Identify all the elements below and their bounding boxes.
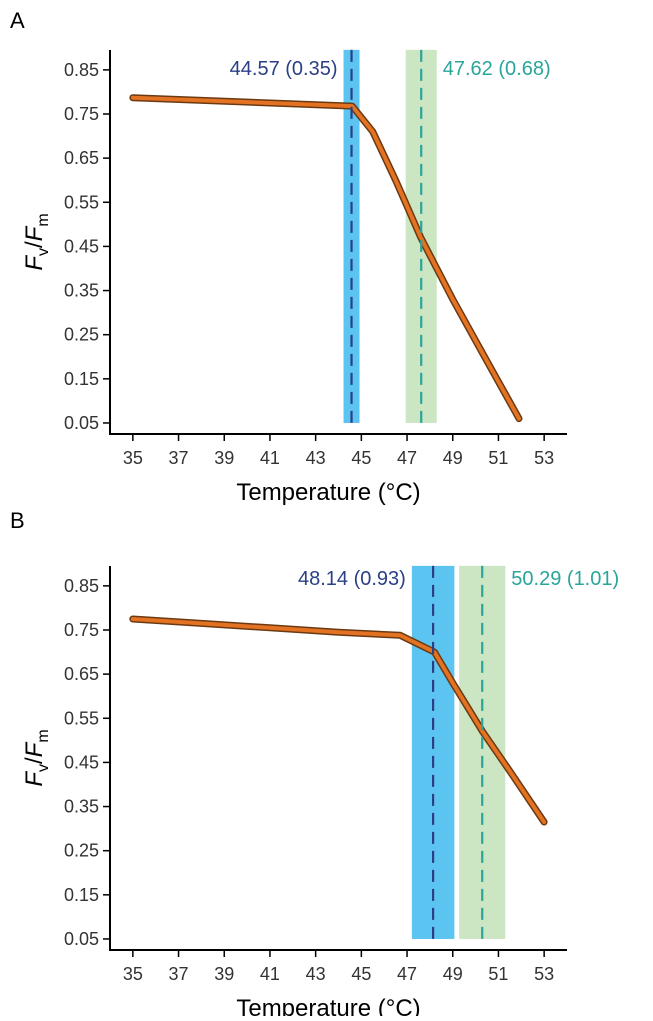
panel-b-y-axis-title-part: F xyxy=(21,741,48,757)
panel-a-y-axis-title-part: F xyxy=(21,225,48,241)
panel-b-data-point xyxy=(509,770,511,773)
panel-b-threshold-label-1: 48.14 (0.93) xyxy=(298,568,406,590)
panel-b-y-tick-label: 0.35 xyxy=(64,797,99,817)
panel-b-y-tick-label: 0.75 xyxy=(64,620,99,640)
panel-a-y-axis-title-part: F xyxy=(21,255,48,271)
panel-b-y-axis-title-part: F xyxy=(21,771,48,787)
panel-b-threshold-label-2: 50.29 (1.01) xyxy=(511,568,619,590)
panel-a-threshold-label-2: 47.62 (0.68) xyxy=(443,58,551,80)
panel-a-y-tick-label: 0.75 xyxy=(64,104,99,124)
panel-a: 44.57 (0.35) 47.62 (0.68) 0.05 0.15 0.25 0.35… xyxy=(10,8,567,506)
panel-a-x-tick-label: 39 xyxy=(214,448,234,468)
panel-a-x-tick-label: 41 xyxy=(260,448,280,468)
panel-a-x-tick-label: 47 xyxy=(397,448,417,468)
panel-a-series-line-shadow xyxy=(129,94,523,423)
panel-b-y-tick-label: 0.15 xyxy=(64,885,99,905)
panel-a-x-tick-label: 45 xyxy=(351,448,371,468)
panel-b-data-point xyxy=(543,821,545,823)
panel-b-x-tick-label: 41 xyxy=(260,964,280,984)
panel-b-y-tick-label: 0.05 xyxy=(64,929,99,949)
panel-a-label: A xyxy=(10,8,25,33)
panel-a-x-tick-label: 49 xyxy=(443,448,463,468)
panel-b-x-tick-label: 37 xyxy=(169,964,189,984)
panel-b-x-tick-label: 47 xyxy=(397,964,417,984)
panel-b: 48.14 (0.93) 50.29 (1.01) 0.05 0.15 0.25 0.35… xyxy=(10,508,619,1021)
panel-a-y-tick-label: 0.15 xyxy=(64,369,99,389)
panel-a-x-axis-title: Temperature (°C) xyxy=(236,479,420,506)
panel-b-x-tick-label: 43 xyxy=(306,964,326,984)
panel-a-data-point xyxy=(486,360,488,362)
panel-a-y-tick-label: 0.35 xyxy=(64,281,99,301)
panel-a-y-tick-label: 0.05 xyxy=(64,413,99,433)
panel-b-x-tick-label: 35 xyxy=(123,964,143,984)
panel-b-data-point xyxy=(399,634,401,637)
panel-a-threshold-band-1 xyxy=(343,49,360,423)
panel-a-y-tick-label: 0.85 xyxy=(64,60,99,80)
panel-a-x-tick-label: 37 xyxy=(169,448,189,468)
panel-b-x-tick-label: 49 xyxy=(443,964,463,984)
panel-b-y-axis-title: Fv/Fm xyxy=(21,729,52,786)
panel-a-x-tick-label: 43 xyxy=(306,448,326,468)
panel-b-x-tick-label: 51 xyxy=(488,964,508,984)
panel-a-data-point xyxy=(132,96,134,99)
panel-a-y-tick-label: 0.55 xyxy=(64,192,99,212)
panel-a-y-axis-title-part: / xyxy=(21,241,48,248)
panel-b-y-axis-title-part: v xyxy=(35,764,52,772)
panel-a-data-point xyxy=(351,105,354,107)
panel-b-y-axis-title-part: / xyxy=(21,757,48,764)
panel-b-x-axis-title: Temperature (°C) xyxy=(236,995,420,1016)
panel-b-y-tick-label: 0.25 xyxy=(64,841,99,861)
panel-b-y-tick-label: 0.85 xyxy=(64,576,99,596)
panel-b-x-tick-label: 53 xyxy=(534,964,554,984)
panel-a-threshold-label-1: 44.57 (0.35) xyxy=(230,58,338,80)
panel-b-x-tick-label: 39 xyxy=(214,964,234,984)
panel-a-series-line xyxy=(130,95,521,421)
panel-b-x-tick-label: 45 xyxy=(351,964,371,984)
panel-b-threshold-band-1 xyxy=(411,565,455,939)
panel-a-y-tick-label: 0.45 xyxy=(64,236,99,256)
panel-b-data-point xyxy=(269,626,271,629)
panel-a-y-axis-title-part: v xyxy=(35,248,52,256)
panel-b-data-point xyxy=(451,682,454,684)
panel-b-data-point xyxy=(200,622,203,625)
panel-b-y-tick-label: 0.45 xyxy=(64,752,99,772)
panel-a-data-point xyxy=(371,130,374,133)
panel-b-y-tick-label: 0.65 xyxy=(64,664,99,684)
panel-b-data-point xyxy=(132,618,134,620)
panel-a-data-point xyxy=(394,179,397,182)
panel-a-x-tick-label: 51 xyxy=(488,448,508,468)
panel-a-x-tick-label: 35 xyxy=(123,448,143,468)
panel-a-y-tick-label: 0.25 xyxy=(64,325,99,345)
panel-b-data-point xyxy=(337,631,340,634)
panel-a-data-point xyxy=(419,236,422,239)
panel-b-label: B xyxy=(10,508,25,533)
panel-a-data-point xyxy=(451,298,454,301)
panel-a-x-tick-label: 53 xyxy=(534,448,554,468)
panel-a-y-tick-label: 0.65 xyxy=(64,148,99,168)
panel-b-data-point xyxy=(481,730,484,733)
panel-b-y-tick-label: 0.55 xyxy=(64,708,99,728)
panel-a-y-axis-title-part: m xyxy=(35,213,52,226)
panel-b-y-axis-title-part: m xyxy=(35,729,52,742)
panel-a-y-axis-title: Fv/Fm xyxy=(21,213,52,270)
panel-a-data-point xyxy=(518,417,520,420)
panel-b-series-line xyxy=(130,617,547,824)
